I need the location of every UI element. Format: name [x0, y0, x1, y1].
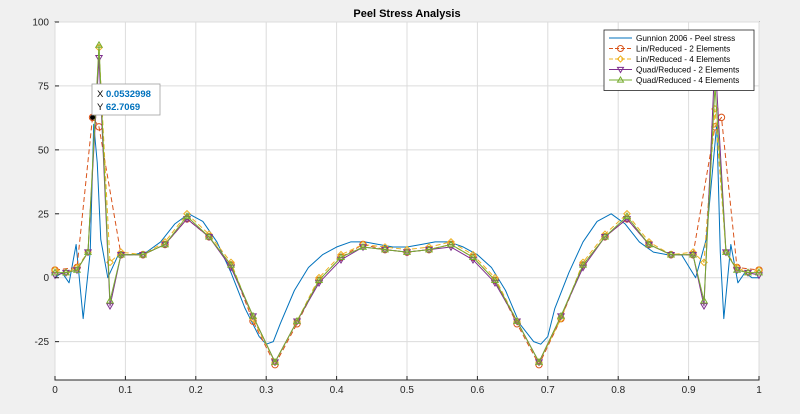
x-tick-label: 0.7 — [541, 385, 555, 396]
legend-marker — [616, 66, 625, 74]
data-point — [83, 247, 93, 255]
y-tick-label: 0 — [43, 273, 49, 284]
data-point — [72, 265, 82, 273]
x-tick-label: 0.5 — [400, 385, 414, 396]
legend-label: Gunnion 2006 - Peel stress — [636, 34, 735, 43]
data-point — [468, 253, 478, 260]
series-5 — [50, 40, 764, 365]
data-point — [249, 314, 257, 323]
data-point — [61, 268, 71, 276]
y-tick-label: 100 — [32, 18, 49, 29]
data-point — [425, 243, 433, 251]
legend-item[interactable]: Quad/Reduced - 2 Elements — [609, 66, 739, 75]
y-tick-label: 75 — [38, 81, 50, 92]
data-point — [699, 303, 709, 311]
legend-marker — [616, 76, 625, 83]
data-point — [645, 238, 653, 246]
data-point — [557, 314, 565, 323]
data-point — [314, 276, 324, 284]
data-point — [248, 311, 258, 319]
legend-item[interactable]: Lin/Reduced - 4 Elements — [609, 55, 730, 64]
data-point — [424, 245, 434, 253]
data-point — [721, 247, 731, 255]
data-point — [754, 268, 764, 276]
x-tick-label: 0.3 — [259, 385, 273, 396]
datatip-marker[interactable] — [90, 114, 96, 120]
data-point — [50, 268, 60, 276]
x-tick-label: 0.6 — [470, 385, 484, 396]
y-tick-label: 50 — [38, 145, 50, 156]
data-point — [600, 232, 610, 240]
data-point — [666, 250, 676, 258]
data-point — [512, 316, 522, 324]
data-point — [292, 316, 302, 324]
data-point — [94, 40, 104, 48]
y-tick-label: -25 — [35, 337, 50, 348]
datatip-x-label: X — [97, 89, 106, 100]
legend-label: Quad/Reduced - 4 Elements — [636, 76, 739, 85]
legend-label: Lin/Reduced - 2 Elements — [636, 45, 730, 54]
legend[interactable]: Gunnion 2006 - Peel stress Lin/Reduced - … — [603, 29, 755, 91]
data-point — [105, 296, 115, 304]
x-tick-label: 0.4 — [330, 385, 344, 396]
data-point — [732, 265, 742, 273]
series-line — [55, 44, 759, 363]
grid — [54, 21, 760, 380]
data-point — [403, 245, 411, 254]
legend-item[interactable]: Quad/Reduced - 4 Elements — [609, 76, 739, 85]
data-point — [138, 250, 148, 258]
data-point — [160, 240, 170, 248]
data-point — [204, 232, 214, 240]
data-point — [359, 240, 367, 249]
data-point — [699, 296, 709, 304]
axes: 0 0.1 0.2 0.3 0.4 0.5 0.6 0.7 0.8 0.9 1 -25 0 25 50 75 1… — [32, 18, 762, 397]
data-point — [743, 268, 753, 276]
data-point — [534, 357, 544, 365]
data-point — [105, 303, 115, 311]
x-tick-label: 0.8 — [611, 385, 625, 396]
datatip-y-line: Y 62.7069 — [97, 102, 140, 113]
data-point — [688, 250, 698, 258]
data-point — [490, 276, 500, 284]
x-tick-label: 0.2 — [189, 385, 203, 396]
data-point — [270, 357, 280, 365]
data-point — [116, 250, 126, 258]
datatip-x-value: 0.0532998 — [106, 89, 151, 100]
data-point — [380, 245, 390, 253]
data-point — [402, 247, 412, 255]
x-tick-label: 0.9 — [682, 385, 696, 396]
data-point — [226, 260, 236, 268]
data-point — [336, 253, 346, 260]
data-point — [578, 260, 588, 268]
x-tick-label: 1 — [756, 385, 762, 396]
datatip-box[interactable] — [91, 83, 161, 116]
legend-item[interactable]: Gunnion 2006 - Peel stress — [609, 34, 735, 43]
datatip-y-label: Y — [97, 102, 106, 113]
data-point — [161, 238, 169, 246]
data-point — [622, 212, 632, 220]
x-tick-label: 0 — [52, 385, 58, 396]
legend-item[interactable]: Lin/Reduced - 2 Elements — [609, 45, 730, 54]
data-point — [182, 212, 192, 220]
data-point — [358, 242, 368, 250]
legend-marker — [616, 55, 625, 63]
legend-label: Quad/Reduced - 2 Elements — [636, 66, 739, 75]
legend-label: Lin/Reduced - 4 Elements — [636, 55, 730, 64]
datatip-y-value: 62.7069 — [106, 102, 140, 113]
data-point — [644, 240, 654, 248]
x-tick-label: 0.1 — [118, 385, 132, 396]
chart-title: Peel Stress Analysis — [353, 8, 460, 20]
legend-marker — [617, 45, 624, 52]
data-point — [381, 243, 389, 251]
data-point — [446, 240, 456, 248]
datatip-x-line: X 0.0532998 — [97, 89, 151, 100]
y-tick-label: 25 — [38, 209, 50, 220]
data-point — [556, 311, 566, 319]
